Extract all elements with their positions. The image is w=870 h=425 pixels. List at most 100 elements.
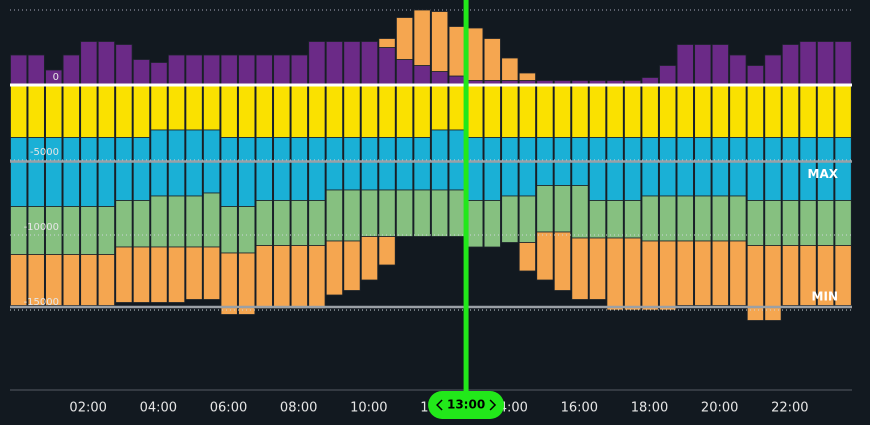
bar-segment	[834, 84, 852, 138]
bar-segment	[115, 200, 133, 248]
bar-segment	[290, 84, 308, 138]
bar-segment	[325, 137, 343, 191]
bar-segment	[378, 47, 396, 86]
bar-segment	[255, 137, 273, 201]
bar-segment	[238, 54, 256, 86]
bar-segment	[185, 129, 203, 197]
bar-segment	[448, 189, 466, 237]
bar-segment	[711, 137, 729, 197]
bar-segment	[325, 84, 343, 138]
bar-segment	[729, 195, 747, 242]
bar-segment	[817, 245, 835, 306]
bar-segment	[536, 231, 554, 281]
bar-segment	[62, 137, 80, 207]
bar-segment	[729, 54, 747, 86]
bar-segment	[27, 54, 45, 86]
bar-segment	[764, 137, 782, 201]
bar-segment	[10, 54, 28, 86]
bar-segment	[536, 84, 554, 138]
bar-segment	[97, 137, 115, 207]
bar-segment	[711, 44, 729, 86]
bar-segment	[45, 84, 63, 138]
bar-segment	[167, 195, 186, 248]
bar-segment	[132, 84, 151, 138]
bar-segment	[641, 195, 659, 242]
bar-segment	[220, 84, 238, 138]
bar-segment	[817, 200, 835, 246]
bar-segment	[360, 137, 379, 191]
bar-segment	[694, 240, 712, 306]
bar-segment	[325, 189, 343, 242]
bar-segment	[483, 84, 501, 138]
bar-segment	[413, 84, 431, 138]
bar-segment	[817, 84, 835, 138]
bar-segment	[413, 9, 431, 66]
bar-segment	[413, 137, 431, 191]
bar-segment	[518, 72, 536, 81]
bar-segment	[80, 206, 98, 255]
bar-segment	[273, 245, 291, 309]
bar-segment	[343, 137, 361, 191]
bar-segment	[115, 137, 133, 201]
bar-segment	[781, 84, 800, 138]
bar-segment	[413, 65, 431, 86]
bar-segment	[273, 54, 291, 86]
bar-segment	[746, 200, 764, 246]
bar-segment	[764, 200, 782, 246]
bar-segment	[834, 245, 852, 306]
bar-segment	[694, 137, 712, 197]
cursor-right-chevron	[489, 399, 497, 411]
bar-segment	[641, 84, 659, 138]
bar-segment	[220, 206, 238, 254]
bar-segment	[150, 195, 168, 248]
bar-segment	[553, 185, 572, 233]
bar-segment	[624, 84, 642, 138]
bar-segment	[62, 84, 80, 138]
bar-segment	[781, 44, 800, 86]
bar-segment	[203, 54, 221, 86]
bar-segment	[150, 84, 168, 131]
bar-segment	[764, 245, 782, 321]
bar-segment	[431, 84, 449, 131]
bar-segment	[185, 84, 203, 131]
bar-segment	[571, 185, 589, 239]
x-tick-label: 02:00	[69, 401, 106, 416]
bar-segment	[431, 189, 449, 237]
bar-segment	[571, 237, 589, 300]
bar-segment	[431, 71, 449, 86]
bar-segment	[10, 254, 28, 306]
bar-segment	[203, 246, 221, 300]
bar-segment	[781, 137, 800, 201]
bar-segment	[746, 137, 764, 201]
bar-segment	[711, 84, 729, 138]
bar-segment	[694, 195, 712, 242]
bar-segment	[781, 245, 800, 306]
bar-segment	[729, 240, 747, 306]
bar-segment	[343, 240, 361, 291]
bar-segment	[659, 65, 677, 86]
bar-segment	[238, 137, 256, 207]
bar-segment	[238, 252, 256, 315]
x-tick-label: 08:00	[280, 401, 317, 416]
bar-segment	[466, 137, 484, 201]
bar-segment	[676, 195, 694, 242]
bar-segment	[167, 84, 186, 131]
bar-segment	[290, 245, 308, 309]
bar-segment	[80, 84, 98, 138]
bar-segment	[606, 84, 624, 138]
bar-segment	[518, 137, 536, 197]
bar-segment	[10, 137, 28, 207]
bar-segment	[273, 200, 291, 246]
cursor-handle[interactable]: 13:00	[428, 391, 505, 419]
bar-segment	[10, 84, 28, 138]
bar-segment	[501, 57, 519, 81]
bar-segment	[518, 195, 536, 243]
bar-segment	[255, 84, 273, 138]
bar-segment	[343, 41, 361, 86]
bar-segment	[255, 200, 273, 246]
bar-segment	[167, 129, 186, 197]
bar-segment	[606, 137, 624, 201]
bar-segment	[62, 206, 80, 255]
bar-segment	[360, 41, 379, 86]
bar-segment	[27, 84, 45, 138]
